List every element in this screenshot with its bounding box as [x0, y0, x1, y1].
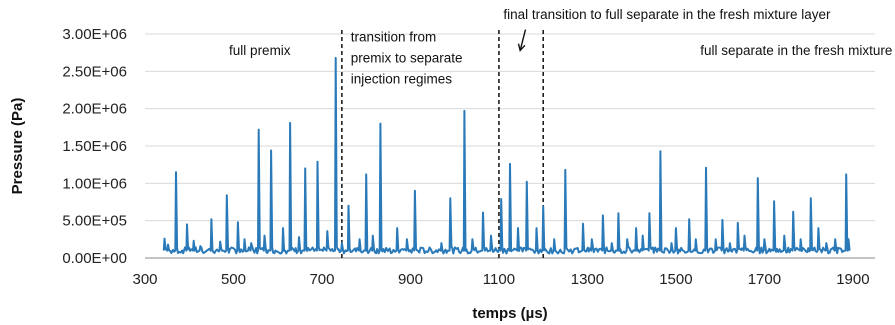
y-tick-label: 3.00E+06	[62, 26, 127, 43]
x-tick-label: 900	[398, 271, 423, 288]
y-tick-label: 2.50E+06	[62, 63, 127, 80]
x-axis-title: temps (µs)	[472, 305, 547, 322]
gridlines	[145, 33, 875, 222]
x-tick-label: 300	[132, 271, 157, 288]
annotation-text: transition from	[351, 29, 437, 44]
y-tick-label: 2.00E+06	[62, 101, 127, 118]
annotation-text: full separate in the fresh mixture layer	[700, 43, 895, 58]
x-tick-label: 1900	[836, 271, 869, 288]
annotation-arrow	[519, 29, 527, 51]
x-tick-label: 1300	[571, 271, 604, 288]
pressure-series-line	[162, 56, 851, 255]
y-axis-title: Pressure (Pa)	[9, 98, 26, 195]
annotation-text: premix to separate	[351, 50, 463, 65]
y-tick-label: 0.00E+00	[62, 250, 127, 267]
x-tick-label: 1500	[659, 271, 692, 288]
annotations: full premix transition from premix to sepa…	[229, 7, 895, 86]
y-tick-label: 1.00E+06	[62, 175, 127, 192]
x-tick-label: 1700	[748, 271, 781, 288]
x-tick-label: 1100	[483, 271, 515, 288]
x-tick-labels: 300 500 700 900 1100 1300 1500 1700 1900	[132, 271, 869, 288]
y-tick-label: 5.00E+05	[62, 213, 127, 230]
annotation-text: injection regimes	[351, 71, 453, 86]
annotation-text: full premix	[229, 43, 291, 58]
y-tick-label: 1.50E+06	[62, 138, 127, 155]
annotation-arrowhead	[517, 43, 526, 52]
x-tick-label: 700	[309, 271, 334, 288]
y-tick-labels: 0.00E+00 5.00E+05 1.00E+06 1.50E+06 2.00E+06…	[62, 26, 127, 267]
x-tick-label: 500	[221, 271, 246, 288]
annotation-text: final transition to full separate in the…	[503, 7, 831, 22]
